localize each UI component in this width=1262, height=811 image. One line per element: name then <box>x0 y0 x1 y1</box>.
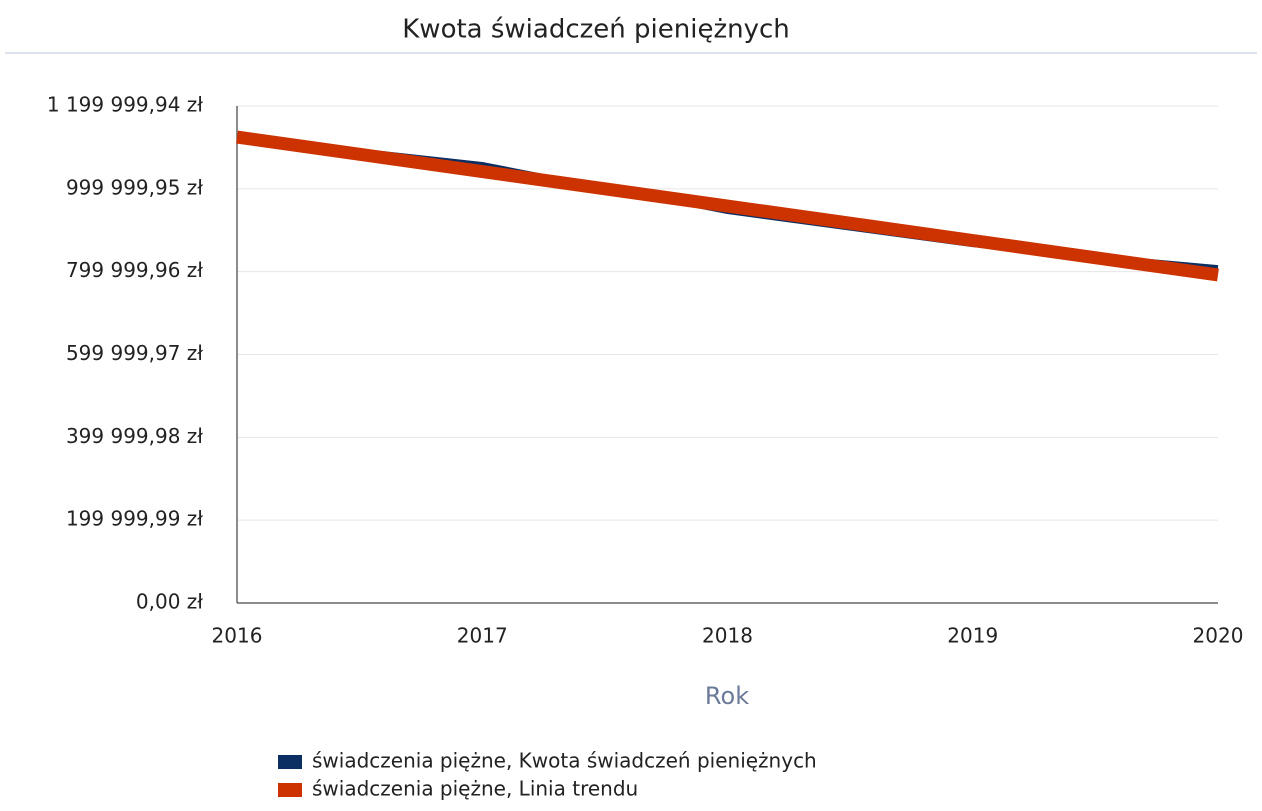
y-tick-label: 599 999,97 zł <box>66 341 203 365</box>
x-tick-label: 2016 <box>212 624 263 648</box>
y-tick-label: 799 999,96 zł <box>66 258 203 282</box>
x-tick-label: 2019 <box>947 624 998 648</box>
legend-label: świadczenia piężne, Kwota świadczeń pien… <box>312 749 817 773</box>
y-tick-label: 399 999,98 zł <box>66 424 203 448</box>
y-tick-label: 0,00 zł <box>136 590 203 614</box>
x-axis-title: Rok <box>705 682 749 710</box>
legend-swatch <box>278 783 302 797</box>
y-tick-label: 999 999,95 zł <box>66 175 203 199</box>
y-tick-label: 199 999,99 zł <box>66 507 203 531</box>
x-tick-label: 2018 <box>702 624 753 648</box>
legend-label: świadczenia piężne, Linia trendu <box>312 777 638 801</box>
line-series <box>236 130 1219 282</box>
x-tick-label: 2017 <box>457 624 508 648</box>
legend-swatch <box>278 755 302 769</box>
y-tick-label: 1 199 999,94 zł <box>47 93 203 117</box>
x-tick-label: 2020 <box>1193 624 1244 648</box>
chart-title: Kwota świadczeń pieniężnych <box>402 15 789 45</box>
